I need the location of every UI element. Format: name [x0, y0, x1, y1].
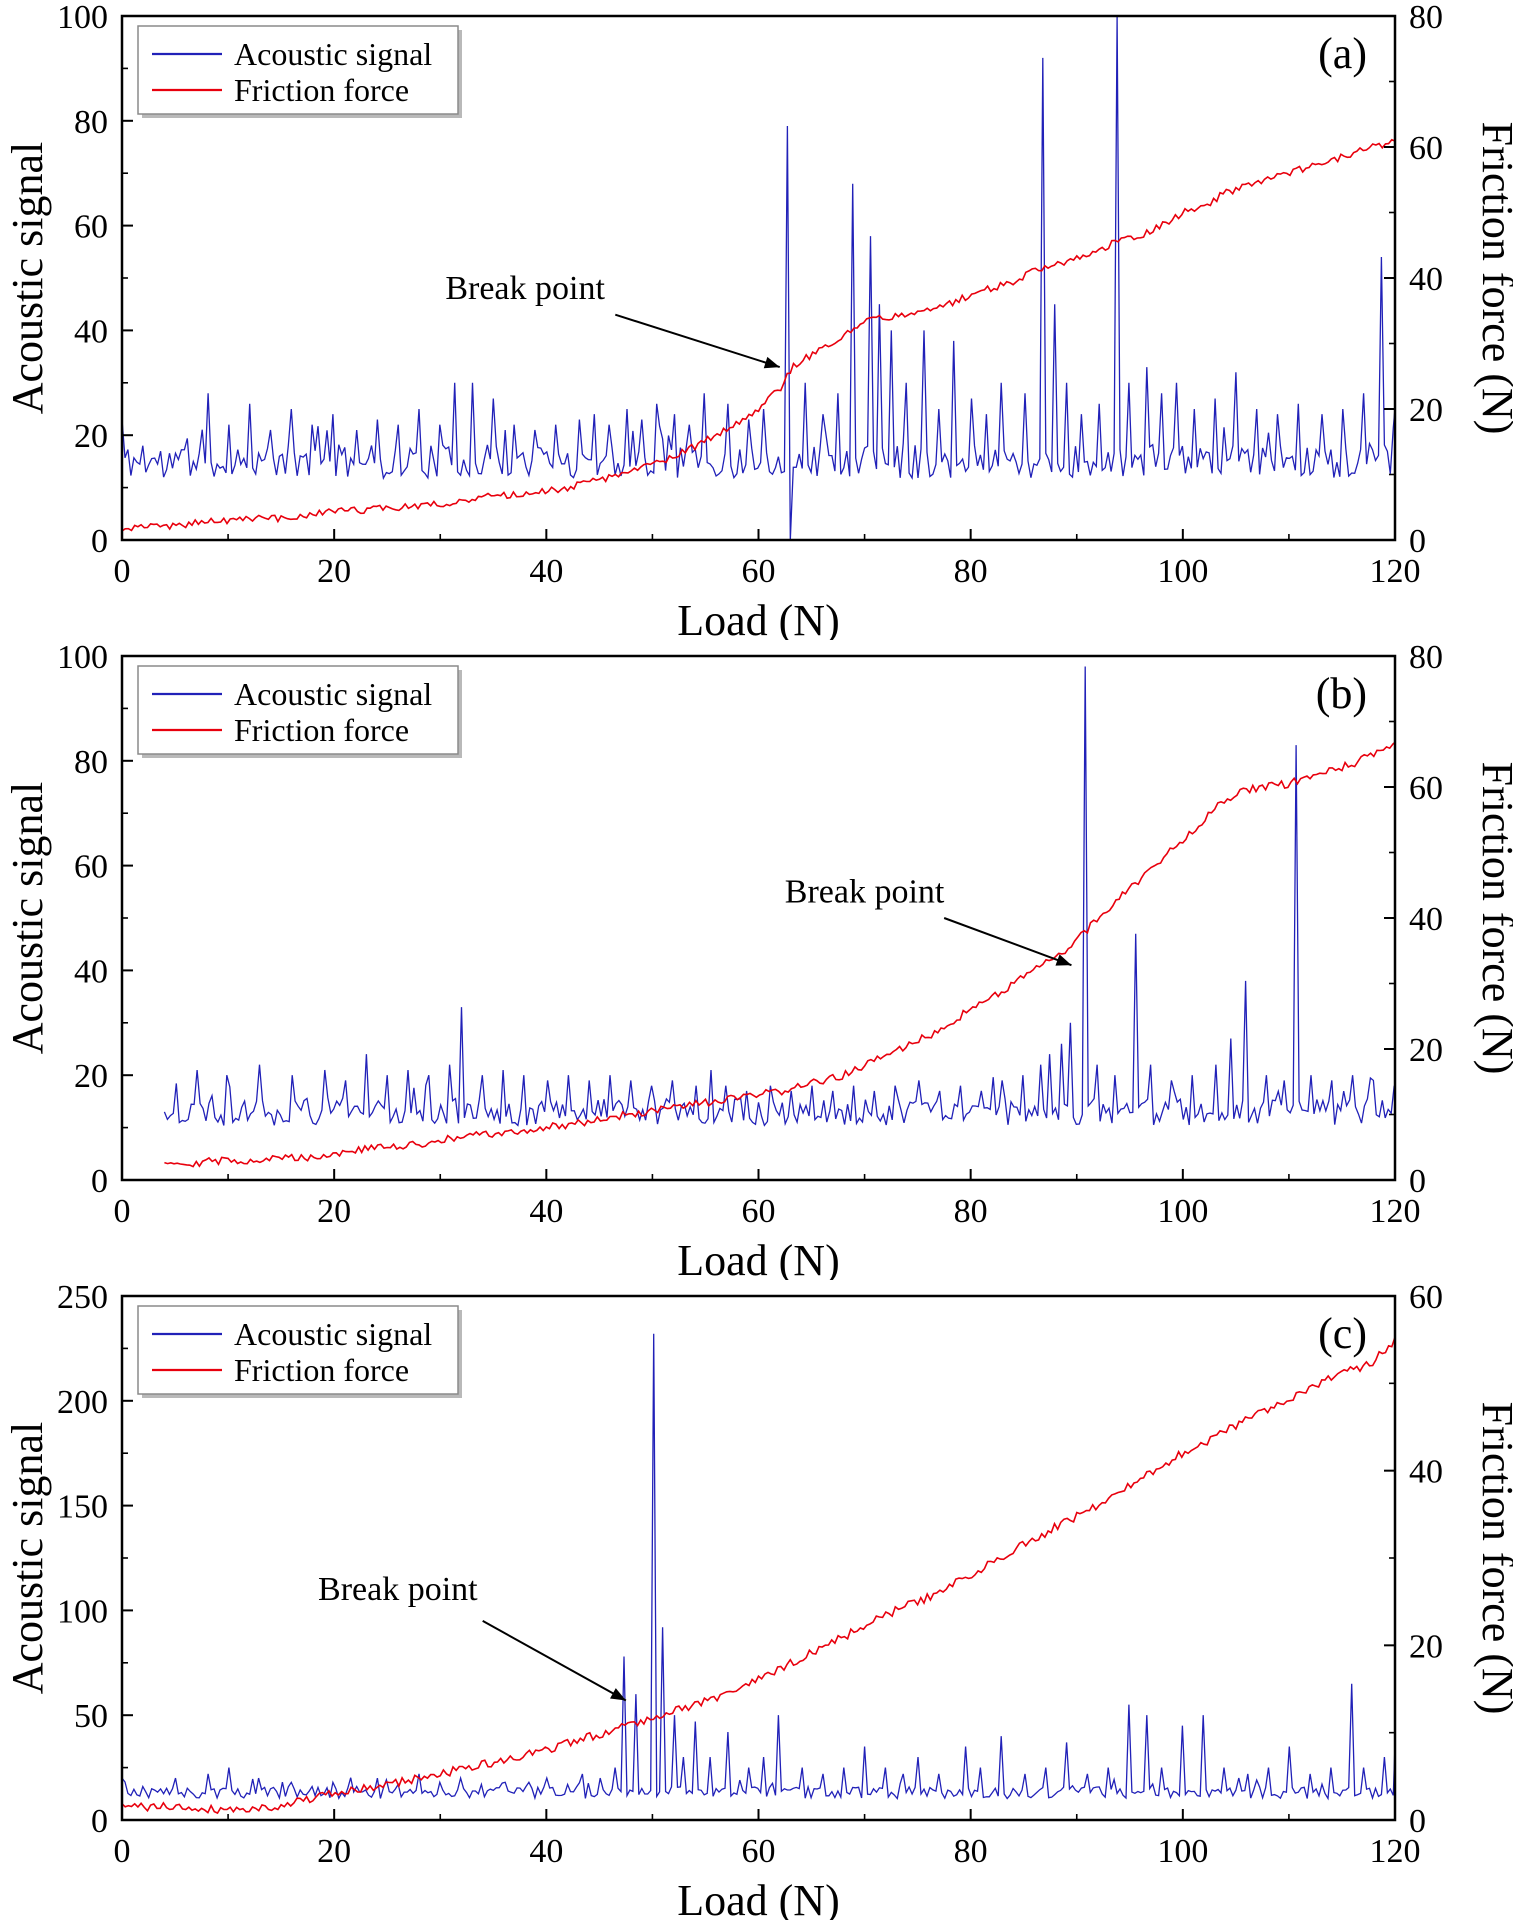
x-axis-label: Load (N) — [677, 1236, 840, 1280]
x-tick-label: 20 — [317, 553, 351, 590]
panel-c: 0 20 40 60 80 100 120 0 50 100 150 200 250 0 20 40 60 Loa… — [0, 1280, 1513, 1920]
x-axis-label: Load (N) — [677, 1876, 840, 1920]
x-tick-label: 20 — [317, 1193, 351, 1230]
y-right-tick-label: 40 — [1409, 901, 1443, 938]
y-left-tick-label: 150 — [57, 1489, 108, 1526]
y-right-tick-label: 60 — [1409, 130, 1443, 167]
y-right-tick-label: 20 — [1409, 392, 1443, 429]
x-tick-label: 120 — [1370, 1833, 1421, 1870]
x-axis-label: Load (N) — [677, 596, 840, 640]
legend-box — [137, 1305, 459, 1395]
acoustic-signal-line — [122, 16, 1395, 540]
annotation-arrow-line — [482, 1620, 627, 1702]
acoustic-signal-line — [163, 666, 1395, 1127]
y-left-tick-label: 40 — [74, 313, 108, 350]
y-left-tick-label: 20 — [74, 1058, 108, 1095]
x-tick-label: 20 — [317, 1833, 351, 1870]
legend-label: Friction force — [234, 1352, 409, 1388]
x-tick-label: 100 — [1157, 1833, 1208, 1870]
panel-letter: (b) — [1316, 669, 1367, 718]
y-left-axis-label: Acoustic signal — [3, 142, 52, 415]
plot-area — [122, 16, 1395, 540]
y-right-axis-label: Friction force (N) — [1473, 762, 1513, 1075]
y-left-tick-label: 0 — [91, 1163, 108, 1200]
panel-a: 0 20 40 60 80 100 120 0 20 40 60 80 100 0 20 40 60 80 Load… — [0, 0, 1513, 640]
friction-force-line — [122, 138, 1395, 532]
x-tick-label: 120 — [1370, 553, 1421, 590]
y-left-tick-label: 60 — [74, 209, 108, 246]
chart-panel-c: 0 20 40 60 80 100 1200501001502002500204060Loa… — [0, 1280, 1513, 1920]
acoustic-signal-line — [122, 1333, 1395, 1801]
chart-panel-a: 0 20 40 60 80 100 120020406080100020406080Load… — [0, 0, 1513, 640]
x-tick-label: 0 — [114, 553, 131, 590]
x-tick-label: 40 — [529, 553, 563, 590]
x-tick-label: 60 — [742, 1833, 776, 1870]
annotation-text: Break point — [785, 873, 945, 910]
y-left-tick-label: 80 — [74, 744, 108, 781]
legend-box — [137, 665, 459, 755]
y-left-tick-label: 0 — [91, 523, 108, 560]
y-right-tick-label: 40 — [1409, 261, 1443, 298]
y-right-tick-label: 80 — [1409, 640, 1443, 676]
x-tick-label: 40 — [529, 1193, 563, 1230]
y-left-tick-label: 80 — [74, 104, 108, 141]
friction-force-line — [164, 741, 1395, 1168]
y-left-tick-label: 100 — [57, 0, 108, 36]
y-right-tick-label: 60 — [1409, 770, 1443, 807]
y-right-tick-label: 80 — [1409, 0, 1443, 36]
annotation-arrowhead — [763, 356, 780, 369]
x-tick-label: 0 — [114, 1193, 131, 1230]
y-left-tick-label: 200 — [57, 1384, 108, 1421]
y-left-tick-label: 40 — [74, 953, 108, 990]
y-right-tick-label: 60 — [1409, 1280, 1443, 1316]
panel-letter: (a) — [1318, 29, 1367, 78]
x-tick-label: 80 — [954, 553, 988, 590]
legend-label: Acoustic signal — [234, 676, 432, 712]
annotation-text: Break point — [445, 270, 605, 307]
y-left-tick-label: 0 — [91, 1803, 108, 1840]
x-tick-label: 60 — [742, 1193, 776, 1230]
y-right-tick-label: 0 — [1409, 523, 1426, 560]
y-right-tick-label: 20 — [1409, 1628, 1443, 1665]
legend-label: Friction force — [234, 712, 409, 748]
plot-area — [122, 1333, 1395, 1815]
legend-label: Acoustic signal — [234, 1316, 432, 1352]
legend-label: Friction force — [234, 72, 409, 108]
legend-box — [137, 25, 459, 115]
x-tick-label: 80 — [954, 1193, 988, 1230]
y-right-tick-label: 40 — [1409, 1454, 1443, 1491]
annotation-arrowhead — [1055, 954, 1072, 966]
y-right-tick-label: 20 — [1409, 1032, 1443, 1069]
x-tick-label: 120 — [1370, 1193, 1421, 1230]
y-left-axis-label: Acoustic signal — [3, 782, 52, 1055]
y-left-tick-label: 100 — [57, 1593, 108, 1630]
x-tick-label: 60 — [742, 553, 776, 590]
annotation-arrow-line — [943, 917, 1072, 967]
chart-panel-b: 0 20 40 60 80 100 120020406080100020406080Load… — [0, 640, 1513, 1280]
x-tick-label: 100 — [1157, 553, 1208, 590]
y-left-tick-label: 250 — [57, 1280, 108, 1316]
x-tick-label: 100 — [1157, 1193, 1208, 1230]
y-left-tick-label: 20 — [74, 418, 108, 455]
annotation-arrowhead — [610, 1688, 626, 1701]
y-right-tick-label: 0 — [1409, 1803, 1426, 1840]
y-right-tick-label: 0 — [1409, 1163, 1426, 1200]
x-tick-label: 0 — [114, 1833, 131, 1870]
friction-force-line — [122, 1336, 1395, 1815]
y-left-axis-label: Acoustic signal — [3, 1422, 52, 1695]
y-left-tick-label: 100 — [57, 640, 108, 676]
annotation-arrow-line — [614, 313, 781, 369]
panel-letter: (c) — [1318, 1309, 1367, 1358]
panel-b: 0 20 40 60 80 100 120 0 20 40 60 80 100 0 20 40 60 80 Load… — [0, 640, 1513, 1280]
annotation-text: Break point — [318, 1571, 478, 1608]
x-tick-label: 40 — [529, 1833, 563, 1870]
y-left-tick-label: 50 — [74, 1698, 108, 1735]
legend-label: Acoustic signal — [234, 36, 432, 72]
x-tick-label: 80 — [954, 1833, 988, 1870]
y-right-axis-label: Friction force (N) — [1473, 1402, 1513, 1715]
y-left-tick-label: 60 — [74, 849, 108, 886]
plot-area — [163, 666, 1395, 1168]
y-right-axis-label: Friction force (N) — [1473, 122, 1513, 435]
